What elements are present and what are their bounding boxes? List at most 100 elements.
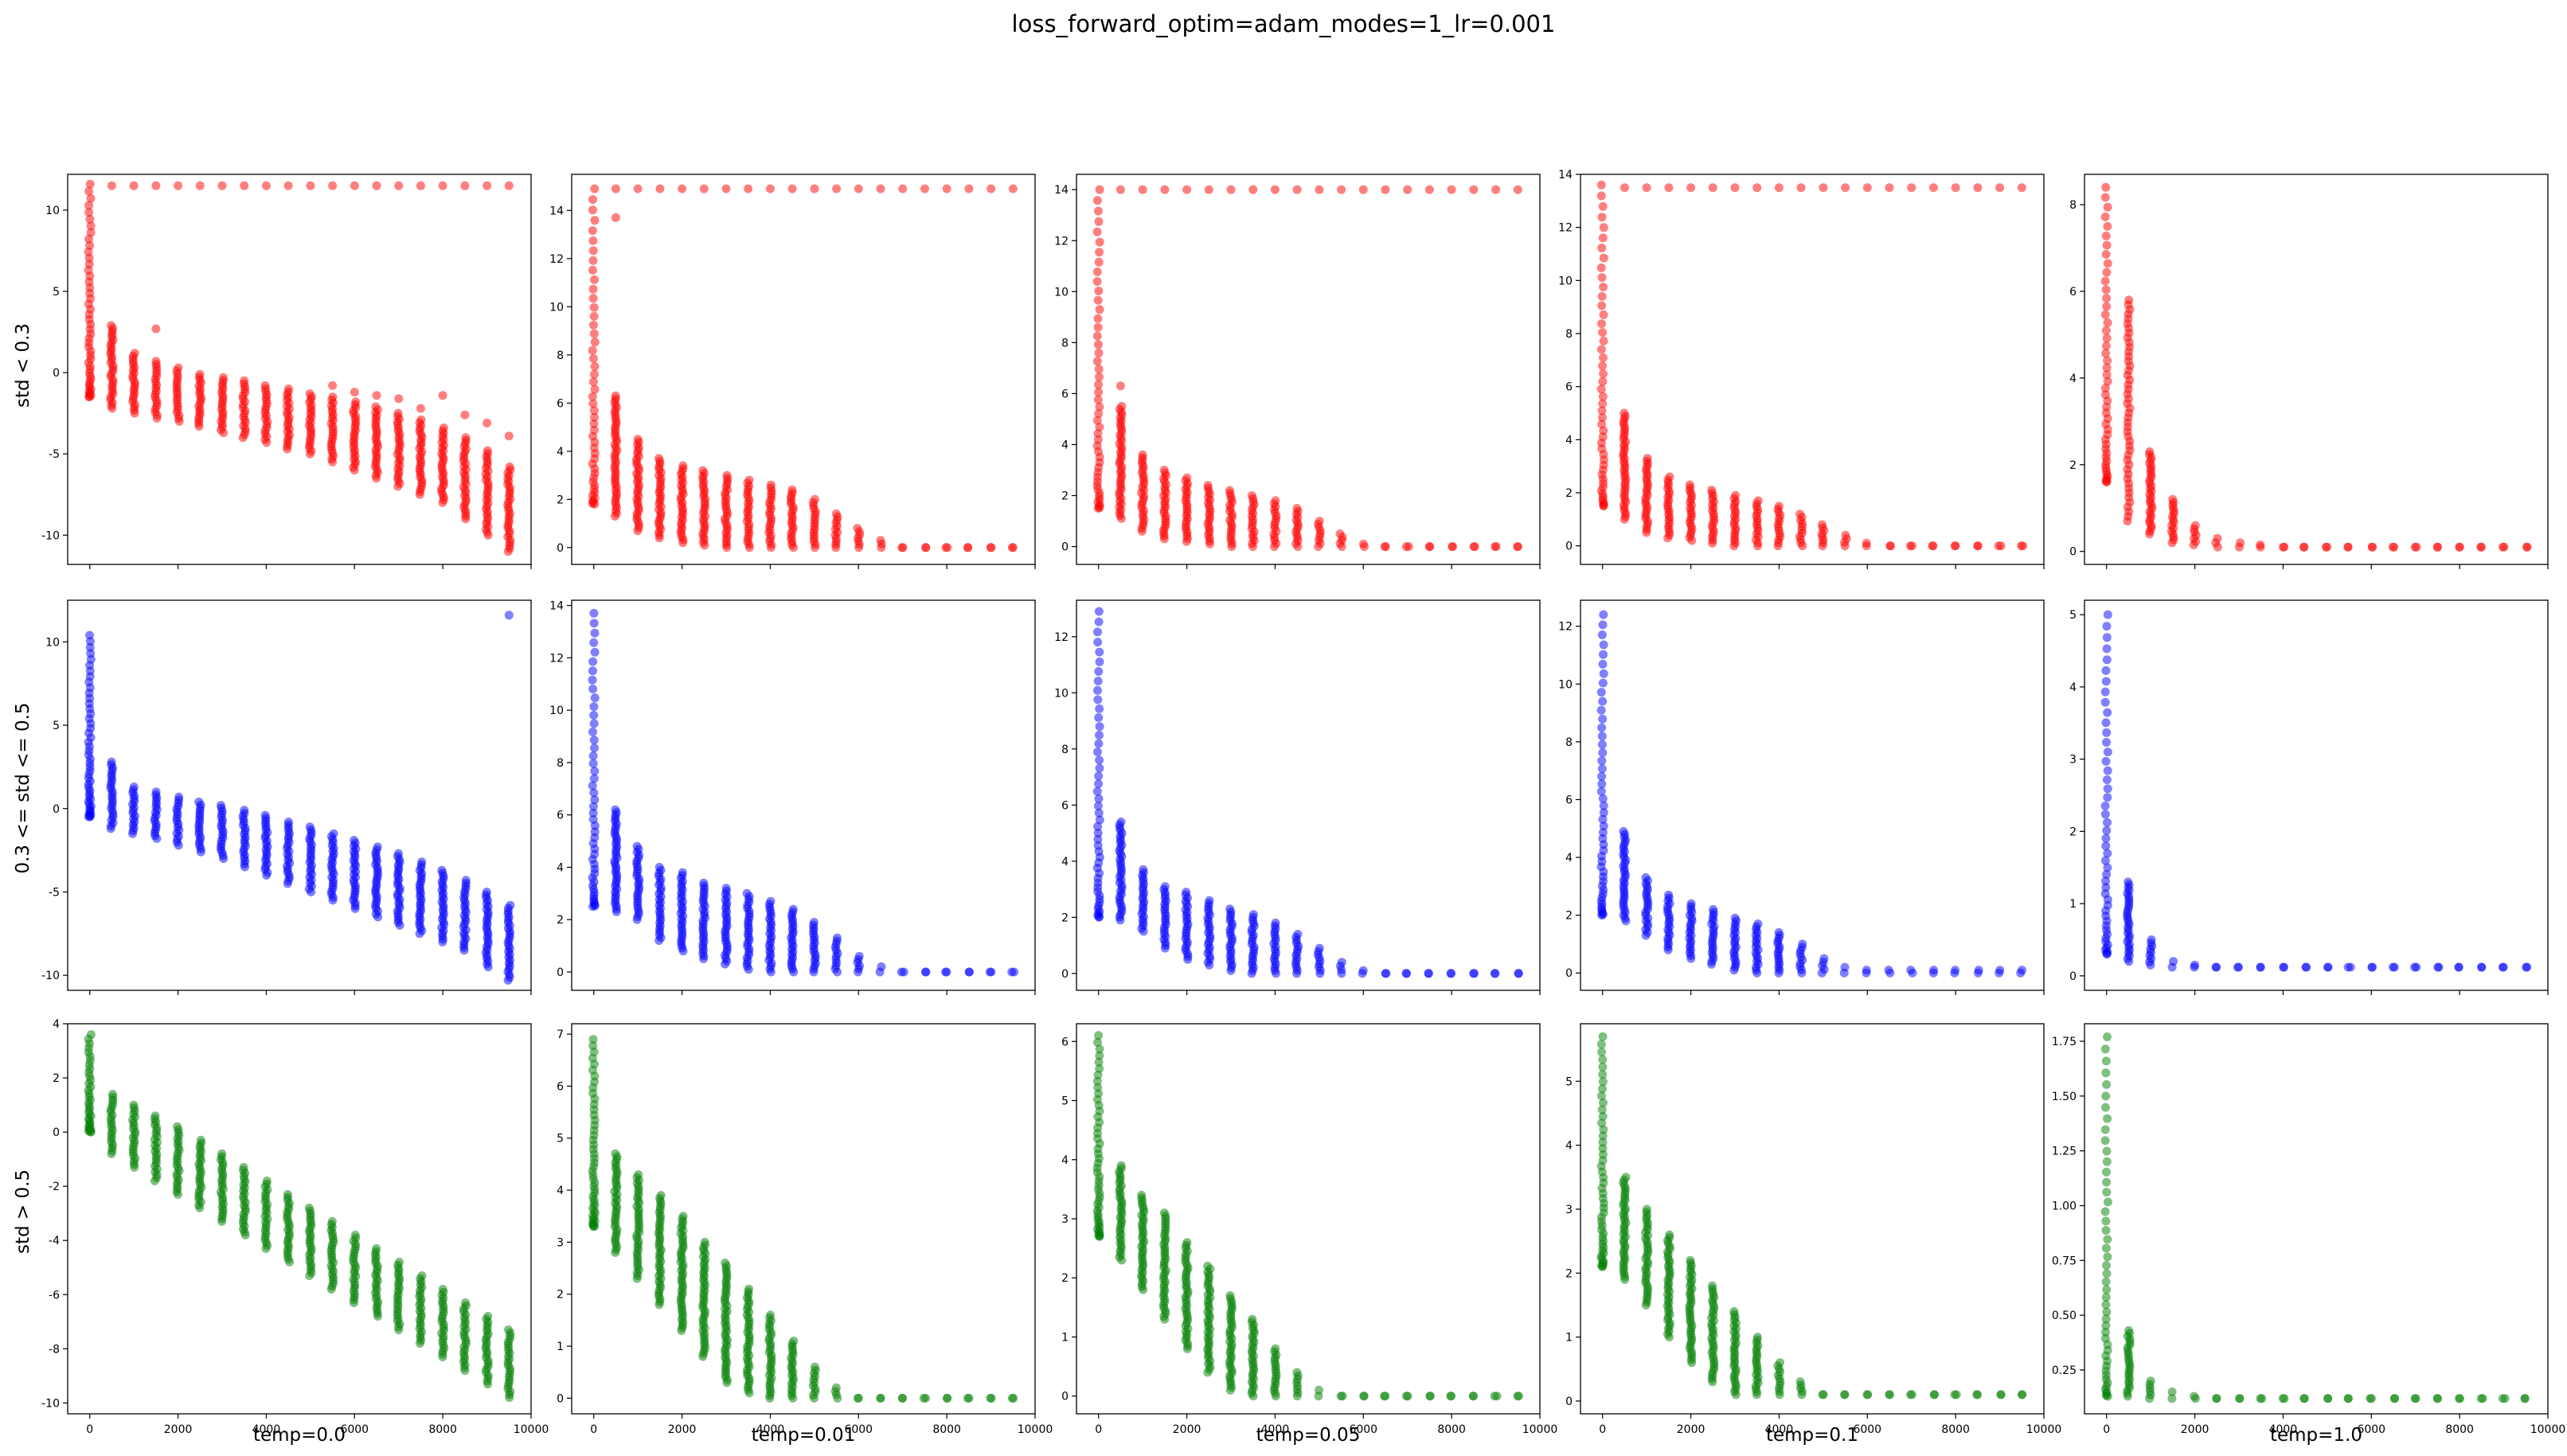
y-tick-label: 6 [2069, 286, 2077, 299]
data-point [1774, 502, 1784, 511]
data-point [107, 181, 116, 190]
data-point [1972, 1390, 1982, 1399]
data-point [589, 638, 599, 647]
y-tick-label: 14 [549, 205, 564, 217]
data-point [2103, 748, 2112, 757]
data-point [2101, 390, 2110, 400]
y-tick-label: 2 [1061, 911, 1069, 924]
data-point [351, 397, 361, 407]
data-point [2299, 542, 2309, 552]
data-point [1092, 416, 1102, 425]
data-point [588, 377, 598, 387]
x-tick-label: 4000 [1261, 1423, 1290, 1436]
data-point [2103, 818, 2112, 827]
data-point [810, 184, 819, 193]
data-point [1686, 899, 1696, 908]
data-point [1513, 542, 1522, 552]
data-point [1885, 1390, 1894, 1399]
data-point [2102, 826, 2112, 835]
data-point [2389, 962, 2397, 972]
y-tick-label: 1 [1061, 1331, 1069, 1344]
data-point [1225, 486, 1234, 495]
scatter-points [1596, 180, 2028, 551]
data-point [1358, 539, 1368, 548]
data-point [1952, 1390, 1961, 1399]
data-point [919, 1393, 928, 1403]
data-point [504, 1325, 513, 1334]
data-point [1491, 542, 1500, 552]
data-point [350, 1230, 360, 1239]
data-point [809, 918, 819, 927]
data-point [2100, 276, 2110, 286]
x-tick-label: 0 [86, 1423, 93, 1436]
data-point [1597, 756, 1607, 766]
data-point [1092, 1076, 1102, 1086]
data-point [1598, 678, 1608, 688]
data-point [1094, 287, 1104, 295]
y-tick-label: 2 [1565, 487, 1573, 500]
data-point [1996, 1390, 2006, 1399]
data-point [84, 186, 94, 196]
data-point [1513, 185, 1522, 194]
data-point [1093, 834, 1103, 844]
data-point [831, 1383, 841, 1392]
data-point [260, 810, 270, 820]
y-tick-label: 4 [1565, 852, 1573, 865]
data-point [1093, 801, 1103, 810]
data-point [1203, 481, 1213, 490]
x-tick-label: 4000 [756, 1423, 785, 1436]
data-point [2102, 633, 2112, 642]
data-point [588, 685, 598, 693]
data-point [1665, 472, 1674, 482]
data-point [811, 494, 819, 504]
data-point [1599, 610, 1608, 619]
data-point [482, 888, 491, 896]
data-point [588, 195, 597, 205]
data-point [1995, 966, 2005, 975]
x-tick-label: 2000 [164, 1423, 193, 1436]
y-tick-label: 8 [557, 349, 564, 362]
data-point [1598, 392, 1608, 401]
data-point [2499, 542, 2509, 552]
data-point [588, 294, 598, 303]
row-label-1: 0.3 <= std <= 0.5 [13, 702, 33, 873]
data-point [438, 181, 447, 190]
data-point [1729, 1307, 1739, 1316]
data-point [721, 1259, 730, 1267]
data-point [1093, 822, 1103, 831]
data-point [588, 246, 598, 256]
axes-frame [571, 1023, 1036, 1415]
data-point [897, 967, 906, 977]
data-point [1093, 395, 1103, 404]
data-point [1995, 183, 2005, 193]
data-point [590, 384, 600, 394]
data-point [1092, 787, 1102, 796]
col-label-0: temp=0.0 [253, 1425, 346, 1446]
data-point [1359, 1392, 1369, 1401]
axes-frame [1580, 174, 2045, 565]
y-tick-label: 0 [1061, 1391, 1069, 1403]
data-point [1093, 322, 1103, 332]
data-point [417, 1271, 427, 1280]
data-point [1752, 1333, 1762, 1342]
data-point [483, 446, 492, 455]
data-point [588, 751, 598, 760]
y-tick-label: 2 [1061, 1272, 1069, 1285]
data-point [1599, 669, 1608, 678]
data-point [1315, 517, 1324, 526]
data-point [2522, 542, 2532, 552]
data-point [2103, 356, 2112, 365]
data-point [1753, 919, 1763, 928]
data-point [350, 181, 359, 190]
data-point [942, 184, 951, 193]
y-tick-label: 10 [1558, 678, 1573, 691]
axes-frame [67, 174, 532, 565]
data-point [1182, 185, 1192, 194]
y-tick-label: 0 [1565, 541, 1573, 553]
data-point [588, 759, 598, 768]
data-point [588, 675, 597, 685]
data-point [1597, 291, 1607, 301]
